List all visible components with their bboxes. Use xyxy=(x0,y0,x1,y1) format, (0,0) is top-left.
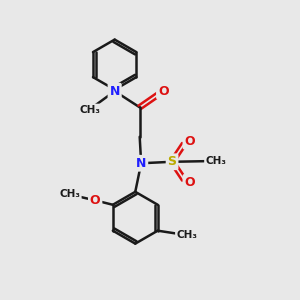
Text: CH₃: CH₃ xyxy=(206,156,227,166)
Text: CH₃: CH₃ xyxy=(79,105,100,115)
Text: N: N xyxy=(136,157,146,170)
Text: O: O xyxy=(184,176,195,189)
Text: O: O xyxy=(184,135,195,148)
Text: N: N xyxy=(110,85,120,98)
Text: O: O xyxy=(90,194,101,207)
Text: CH₃: CH₃ xyxy=(59,190,80,200)
Text: CH₃: CH₃ xyxy=(177,230,198,240)
Text: S: S xyxy=(168,155,177,168)
Text: O: O xyxy=(158,85,169,98)
